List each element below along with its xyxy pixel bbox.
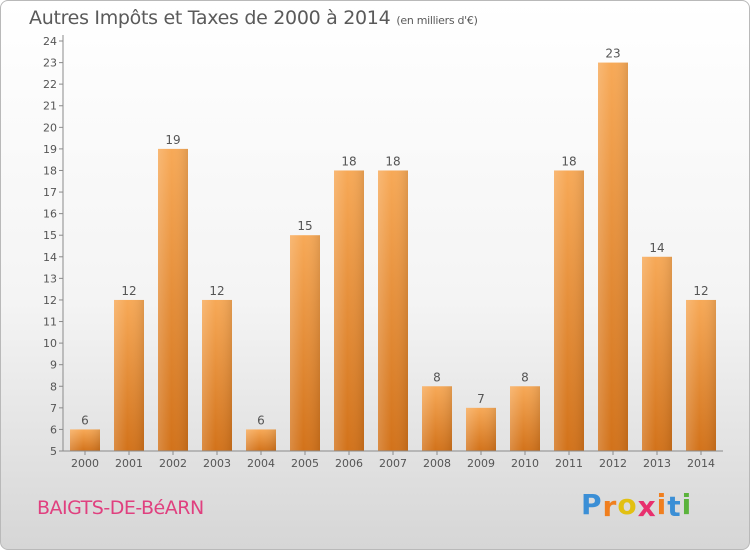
- bar-shade: [686, 299, 716, 451]
- data-label: 19: [165, 133, 180, 147]
- x-tick-label: 2013: [643, 457, 671, 470]
- data-label: 18: [561, 154, 576, 168]
- chart-unit: (en milliers d'€): [396, 14, 478, 27]
- x-tick-label: 2003: [203, 457, 231, 470]
- logo-letter: i: [681, 488, 693, 521]
- logo-letter: i: [656, 488, 668, 521]
- y-tick-label: 11: [43, 316, 57, 329]
- bar-shade: [246, 429, 276, 451]
- bar-shade: [114, 299, 144, 451]
- y-tick-label: 24: [43, 35, 57, 48]
- y-tick-label: 18: [43, 164, 57, 177]
- y-tick-label: 7: [50, 402, 57, 415]
- bar-shade: [334, 170, 364, 451]
- data-label: 14: [649, 241, 664, 255]
- y-tick-label: 15: [43, 229, 57, 242]
- y-tick-label: 12: [43, 294, 57, 307]
- commune-name: BAIGTS-DE-BéARN: [37, 497, 204, 519]
- logo-letter: x: [637, 490, 657, 523]
- data-label: 18: [385, 154, 400, 168]
- y-tick-label: 6: [50, 423, 57, 436]
- y-tick-label: 13: [43, 272, 57, 285]
- bar-shade: [70, 429, 100, 451]
- x-tick-label: 2000: [71, 457, 99, 470]
- y-tick-label: 17: [43, 186, 57, 199]
- data-label: 7: [477, 392, 485, 406]
- bar-shade: [466, 407, 496, 451]
- x-tick-label: 2004: [247, 457, 275, 470]
- chart-title-text: Autres Impôts et Taxes de 2000 à 2014: [29, 7, 391, 29]
- logo-letter: o: [617, 488, 638, 521]
- x-tick-label: 2011: [555, 457, 583, 470]
- y-tick-label: 21: [43, 100, 57, 113]
- y-tick-label: 10: [43, 337, 57, 350]
- y-tick-label: 22: [43, 78, 57, 91]
- x-tick-label: 2002: [159, 457, 187, 470]
- y-tick-label: 16: [43, 208, 57, 221]
- bar-shade: [158, 148, 188, 452]
- bar-shade: [510, 386, 540, 451]
- y-tick-label: 19: [43, 143, 57, 156]
- y-tick-label: 20: [43, 121, 57, 134]
- bars-group: 6 12 19 12 6 15 18 18 8 7 8 18 23 14 12: [70, 47, 716, 452]
- data-label: 23: [605, 47, 620, 61]
- x-tick-label: 2007: [379, 457, 407, 470]
- proxiti-logo: Proxiti: [581, 488, 693, 523]
- logo-letter: r: [602, 490, 618, 523]
- data-label: 18: [341, 154, 356, 168]
- data-label: 6: [81, 413, 89, 427]
- bar-shade: [422, 386, 452, 451]
- data-label: 12: [693, 284, 708, 298]
- x-tick-label: 2010: [511, 457, 539, 470]
- y-tick-label: 14: [43, 251, 57, 264]
- y-tick-label: 23: [43, 57, 57, 70]
- chart-title: Autres Impôts et Taxes de 2000 à 2014 (en…: [29, 7, 478, 29]
- bar-shade: [378, 170, 408, 451]
- y-tick-label: 8: [50, 380, 57, 393]
- data-label: 8: [433, 370, 441, 384]
- x-tick-label: 2005: [291, 457, 319, 470]
- bar-shade: [202, 299, 232, 451]
- logo-letter: t: [667, 490, 682, 523]
- x-tick-label: 2009: [467, 457, 495, 470]
- bar-shade: [554, 170, 584, 451]
- y-tick-label: 5: [50, 445, 57, 458]
- x-tick-label: 2008: [423, 457, 451, 470]
- bar-shade: [290, 235, 320, 451]
- y-tick-label: 9: [50, 359, 57, 372]
- x-tick-label: 2001: [115, 457, 143, 470]
- data-label: 15: [297, 219, 312, 233]
- data-label: 8: [521, 370, 529, 384]
- data-label: 12: [121, 284, 136, 298]
- data-label: 6: [257, 413, 265, 427]
- axes-group: 5 6 7 8 9 10 11 12 13 14 15 16 17 18 19 20 21 22 23 24 2000 2…: [43, 35, 723, 470]
- data-label: 12: [209, 284, 224, 298]
- bar-shade: [642, 256, 672, 451]
- x-tick-label: 2006: [335, 457, 363, 470]
- logo-letter: P: [581, 488, 603, 521]
- x-tick-label: 2014: [687, 457, 715, 470]
- x-tick-label: 2012: [599, 457, 627, 470]
- bar-shade: [598, 62, 628, 451]
